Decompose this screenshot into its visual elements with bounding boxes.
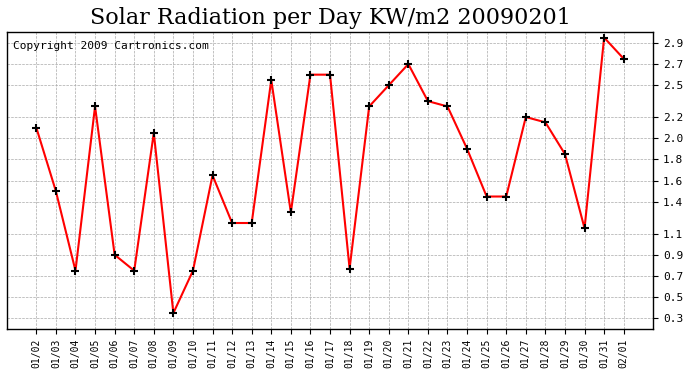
Point [442,104,453,110]
Point [207,172,218,178]
Point [383,82,394,88]
Point [462,146,473,152]
Point [266,77,277,83]
Point [305,72,316,78]
Point [226,220,237,226]
Point [324,72,335,78]
Point [246,220,257,226]
Point [520,114,531,120]
Point [168,310,179,316]
Point [403,61,414,67]
Title: Solar Radiation per Day KW/m2 20090201: Solar Radiation per Day KW/m2 20090201 [90,7,571,29]
Point [109,252,120,258]
Point [188,268,199,274]
Point [31,124,42,130]
Point [90,104,101,110]
Point [286,209,297,215]
Point [560,151,571,157]
Point [70,268,81,274]
Point [599,34,610,40]
Point [618,56,629,62]
Point [501,194,512,200]
Point [579,225,590,231]
Point [50,188,61,194]
Point [540,119,551,125]
Point [422,98,433,104]
Point [364,104,375,110]
Text: Copyright 2009 Cartronics.com: Copyright 2009 Cartronics.com [13,41,209,51]
Point [344,266,355,272]
Point [148,130,159,136]
Point [481,194,492,200]
Point [129,268,140,274]
